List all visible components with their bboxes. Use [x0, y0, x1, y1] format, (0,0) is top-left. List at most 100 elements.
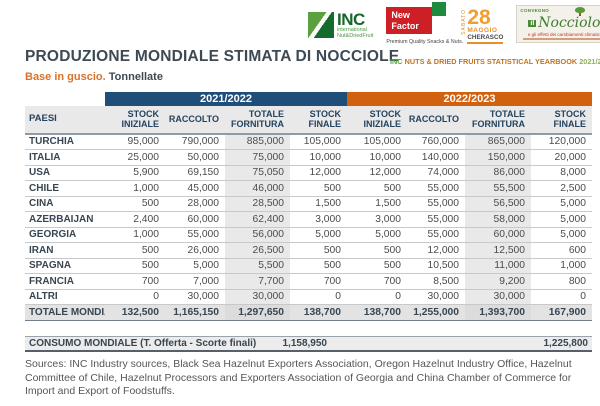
nocciolo-name: Nocciolo — [538, 15, 600, 31]
nocciolo-tagline: e gli effetti dei cambiamenti climatici — [527, 32, 600, 37]
column-header: STOCK INIZIALE — [347, 106, 407, 135]
value-cell: 150,000 — [465, 149, 531, 166]
value-cell: 26,500 — [225, 242, 290, 259]
value-cell: 500 — [290, 180, 347, 197]
value-cell: 138,700 — [347, 304, 407, 321]
value-cell: 5,000 — [531, 196, 592, 213]
consumo-value-2021-22: 1,158,950 — [282, 338, 328, 349]
table-row: CHILE 1,000 45,000 46,000 500 500 55,000 55,500… — [25, 180, 592, 197]
table-row: SPAGNA 500 5,000 5,500 500 500 10,500 11,000 1,0… — [25, 258, 592, 275]
yearbook-credit: INC NUTS & DRIED FRUITS STATISTICAL YEAR… — [390, 57, 600, 66]
table-row: IRAN 500 26,000 26,500 500 500 12,000 12,500 600 — [25, 242, 592, 259]
table-row: FRANCIA 700 7,000 7,700 700 700 8,500 9,200 800 — [25, 273, 592, 290]
value-cell: 0 — [290, 289, 347, 306]
value-cell: 5,000 — [165, 258, 225, 275]
value-cell: 600 — [531, 242, 592, 259]
new-factor-line1: New — [391, 9, 410, 20]
value-cell: 500 — [290, 258, 347, 275]
value-cell: 0 — [531, 289, 592, 306]
value-cell: 55,000 — [407, 211, 465, 228]
column-header: RACCOLTO — [407, 106, 465, 135]
period-header-2022-2023: 2022/2023 — [347, 92, 592, 106]
cherasco-city: CHERASCO — [467, 34, 504, 44]
value-cell: 500 — [105, 196, 165, 213]
value-cell: 60,000 — [465, 227, 531, 244]
value-cell: 10,500 — [407, 258, 465, 275]
value-cell: 700 — [347, 273, 407, 290]
value-cell: 1,500 — [347, 196, 407, 213]
value-cell: 105,000 — [290, 133, 347, 151]
subtitle-emphasis: Base in guscio. — [25, 71, 106, 83]
cherasco-month: MAGGIO — [467, 27, 498, 34]
country-cell: ITALIA — [25, 149, 105, 166]
value-cell: 30,000 — [225, 289, 290, 306]
value-cell: 30,000 — [165, 289, 225, 306]
yearbook-prefix: INC — [390, 57, 403, 66]
value-cell: 500 — [105, 258, 165, 275]
value-cell: 1,165,150 — [165, 304, 225, 321]
value-cell: 3,000 — [347, 211, 407, 228]
value-cell: 7,700 — [225, 273, 290, 290]
band-corner — [25, 92, 105, 106]
country-cell: ALTRI — [25, 289, 105, 306]
value-cell: 1,297,650 — [225, 304, 290, 321]
value-cell: 86,000 — [465, 165, 531, 182]
country-cell: CHILE — [25, 180, 105, 197]
table-row: USA 5,900 69,150 75,050 12,000 12,000 74,000 86… — [25, 165, 592, 182]
value-cell: 167,900 — [531, 304, 592, 321]
value-cell: 60,000 — [165, 211, 225, 228]
value-cell: 5,000 — [531, 227, 592, 244]
nocciolo-header: CONVEGNO — [520, 8, 550, 13]
value-cell: 12,500 — [465, 242, 531, 259]
cherasco-weekday: SABATO — [461, 9, 468, 35]
country-cell: TURCHIA — [25, 133, 105, 151]
new-factor-logo: New Factor Premium Quality Snacks & Nuts… — [386, 2, 463, 45]
value-cell: 56,500 — [465, 196, 531, 213]
value-cell: 10,000 — [290, 149, 347, 166]
inc-logo-text: INC — [337, 10, 365, 29]
value-cell: 12,000 — [347, 165, 407, 182]
value-cell: 3,000 — [290, 211, 347, 228]
inc-logo: INC international Nut&DriedFruit — [308, 11, 373, 39]
value-cell: 9,200 — [465, 273, 531, 290]
value-cell: 138,700 — [290, 304, 347, 321]
value-cell: 5,000 — [290, 227, 347, 244]
value-cell: 2,400 — [105, 211, 165, 228]
value-cell: 5,000 — [347, 227, 407, 244]
value-cell: 140,000 — [407, 149, 465, 166]
value-cell: 1,000 — [531, 258, 592, 275]
tree-icon — [575, 7, 586, 16]
value-cell: 12,000 — [407, 242, 465, 259]
table-row: ALTRI 0 30,000 30,000 0 0 30,000 30,000 0 — [25, 289, 592, 306]
country-cell: FRANCIA — [25, 273, 105, 290]
value-cell: 25,000 — [105, 149, 165, 166]
subtitle-unit: Tonnellate — [108, 71, 163, 83]
value-cell: 1,000 — [105, 180, 165, 197]
table-row: TURCHIA 95,000 790,000 885,000 105,000 105,00… — [25, 133, 592, 151]
value-cell: 75,000 — [225, 149, 290, 166]
value-cell: 28,000 — [165, 196, 225, 213]
value-cell: 75,050 — [225, 165, 290, 182]
value-cell: 55,500 — [465, 180, 531, 197]
table-row: GEORGIA 1,000 55,000 56,000 5,000 5,000 55,000… — [25, 227, 592, 244]
inc-logo-sub2: Nut&DriedFruit — [337, 32, 374, 39]
consumo-label: CONSUMO MONDIALE (T. Offerta - Scorte fi… — [29, 338, 257, 349]
country-cell: IRAN — [25, 242, 105, 259]
value-cell: 62,400 — [225, 211, 290, 228]
value-cell: 11,000 — [465, 258, 531, 275]
value-cell: 69,150 — [165, 165, 225, 182]
country-cell: GEORGIA — [25, 227, 105, 244]
value-cell: 500 — [290, 242, 347, 259]
value-cell: 5,000 — [531, 211, 592, 228]
value-cell: 132,500 — [105, 304, 165, 321]
value-cell: 885,000 — [225, 133, 290, 151]
column-header: STOCK FINALE — [531, 106, 592, 135]
sources-text: Sources: INC Industry sources, Black Sea… — [25, 358, 572, 398]
total-row: TOTALE MONDIALE132,5001,165,1501,297,650… — [25, 304, 592, 321]
yearbook-text: NUTS & DRIED FRUITS STATISTICAL YEARBOOK — [404, 57, 578, 66]
production-table: 2021/2022 2022/2023 PAESI STOCK INIZIALE… — [25, 92, 592, 321]
value-cell: 45,000 — [165, 180, 225, 197]
value-cell: 10,000 — [347, 149, 407, 166]
value-cell: 500 — [347, 258, 407, 275]
